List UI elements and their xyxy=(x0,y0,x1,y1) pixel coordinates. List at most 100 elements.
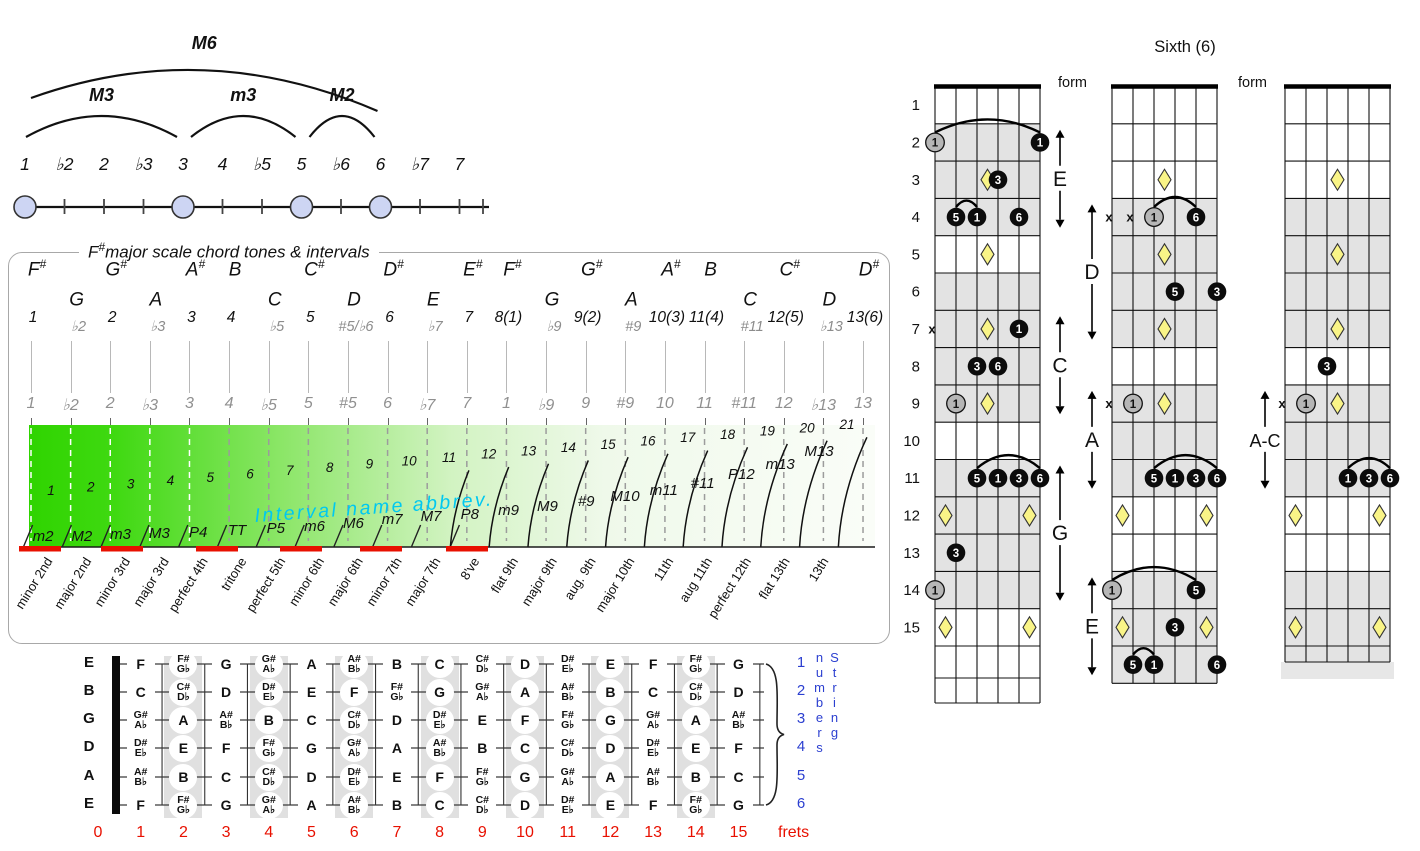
fret-note-text: G♭ xyxy=(561,719,575,731)
note-name: G xyxy=(55,287,99,311)
interval-arc-label: M6 xyxy=(192,33,218,53)
tick-number: 11 xyxy=(696,395,713,412)
arrow-down-icon xyxy=(1055,592,1065,601)
fret-note: D# E♭ xyxy=(126,737,155,758)
note-accidental: # xyxy=(475,257,483,271)
note-letter: B xyxy=(704,259,717,281)
note-letter: D xyxy=(347,289,361,311)
fret-note: G xyxy=(425,678,454,706)
fret-note-text: E♭ xyxy=(647,747,660,759)
note-accidental: # xyxy=(120,257,127,271)
fret-note-text: C# xyxy=(347,708,361,721)
fan-green-band xyxy=(29,425,875,547)
degree-number: 2 xyxy=(107,309,117,326)
fret-note-text: G# xyxy=(347,736,362,749)
chromatic-degree-number: ♭5 xyxy=(269,319,285,335)
tick-mark xyxy=(31,418,32,427)
finger-dot xyxy=(1030,133,1050,152)
fret-note: G# A♭ xyxy=(468,680,497,702)
fret-note-text: B♭ xyxy=(561,691,574,703)
fret-number: 14 xyxy=(686,824,705,841)
interval-full-name: tritone xyxy=(218,555,250,594)
fret-note-text: C xyxy=(306,712,317,728)
inlay-diamond xyxy=(1330,168,1345,192)
fret-note: C xyxy=(511,734,539,762)
title-accidental: # xyxy=(98,240,106,254)
interval-full-name: minor 3rd xyxy=(91,555,133,610)
open-string-letter: D xyxy=(83,738,95,755)
interval-abbrev: #9 xyxy=(578,493,595,510)
string-numbers-label: String numbers xyxy=(812,650,842,755)
fret-note-text: E xyxy=(605,797,616,813)
inlay-diamond xyxy=(1199,503,1214,527)
interval-abbrev: P12 xyxy=(728,466,755,483)
tick-mark xyxy=(546,418,548,427)
fret-note-text: D# xyxy=(560,793,575,806)
fret-note-text: C xyxy=(434,656,445,672)
fret-note: D xyxy=(724,682,753,702)
note-letter: G xyxy=(580,259,596,281)
fret-note-text: G♭ xyxy=(390,691,404,703)
column-line xyxy=(466,341,468,393)
fret-label: 1 xyxy=(912,97,920,114)
degree-number: 7 xyxy=(464,309,474,326)
semitone-number: 1 xyxy=(47,483,55,498)
tick-number: 5 xyxy=(303,395,313,412)
interval-full-name: 8've xyxy=(457,555,482,583)
finger-dot xyxy=(1102,580,1122,601)
fret-note-text: F# xyxy=(476,765,489,778)
tick-mark xyxy=(110,418,112,427)
muted-string-x: x xyxy=(1105,210,1113,225)
note-name: E# xyxy=(451,257,495,281)
fret-note-text: G♭ xyxy=(689,804,703,816)
fretboard-chart: E B G D A E F C G# A♭ D# E♭ A# B♭ F F# G♭ C# D♭ A E B F# G♭ G D A#… xyxy=(80,648,870,851)
tick-mark xyxy=(863,418,865,427)
tick-number: 2 xyxy=(105,395,115,412)
fret-note-text: F# xyxy=(689,652,702,665)
fret-note: D# E♭ xyxy=(553,793,582,815)
interval-arc-label: M3 xyxy=(89,85,114,105)
semitone-number: 7 xyxy=(286,463,294,478)
inlay-diamond xyxy=(1288,615,1303,639)
arrow-down-icon xyxy=(1087,667,1097,676)
fret-note-text: F# xyxy=(177,652,190,665)
fret-note: F# G♭ xyxy=(468,765,497,787)
fret-note: F# G♭ xyxy=(169,791,198,819)
arrow-down-icon xyxy=(1055,406,1065,415)
finger-dot-label: 5 xyxy=(953,212,960,224)
tick-number: 4 xyxy=(224,395,234,412)
form-span-shading xyxy=(1112,422,1217,460)
tick-mark xyxy=(664,418,666,427)
fret-note: B xyxy=(468,738,497,758)
fret-label: 12 xyxy=(903,507,920,524)
tick-number: #11 xyxy=(731,395,757,412)
fret-note-text: A xyxy=(605,769,616,785)
interval-full-name: minor 2nd xyxy=(12,555,55,612)
fret-label: 10 xyxy=(903,433,920,450)
chromatic-degree-number: #5/♭6 xyxy=(338,319,374,335)
fret-note-text: C# xyxy=(262,765,276,778)
fret-label: 13 xyxy=(903,545,920,562)
fret-note-text: A♭ xyxy=(262,663,276,675)
fret-note-text: G# xyxy=(475,680,490,693)
fret-note: B xyxy=(681,763,710,791)
fan-curve-separator xyxy=(760,443,788,547)
column-line xyxy=(70,341,72,393)
note-letter: A xyxy=(661,259,674,281)
form-span-shading xyxy=(935,273,1040,311)
fret-note-text: D xyxy=(519,797,531,813)
tick-number: ♭3 xyxy=(141,397,159,414)
interval-full-name: major 3rd xyxy=(130,555,172,610)
fret-note: F xyxy=(511,706,539,734)
tick-mark xyxy=(308,418,310,427)
fret-note: D# E♭ xyxy=(340,763,369,791)
interval-diagram: M6 M3 m3 M2 1 ♭2 2 ♭3 3 4 ♭5 5 ♭6 6 ♭7 7 xyxy=(0,18,500,253)
fret-note-text: B xyxy=(391,797,402,813)
scale-degree-label: ♭5 xyxy=(253,154,271,174)
fret-note-text: B♭ xyxy=(134,776,147,788)
fret-note-text: E♭ xyxy=(433,719,446,731)
note-letter: E xyxy=(426,289,440,311)
semitone-number: 9 xyxy=(366,457,374,472)
interval-abbrev: m6 xyxy=(304,518,325,535)
